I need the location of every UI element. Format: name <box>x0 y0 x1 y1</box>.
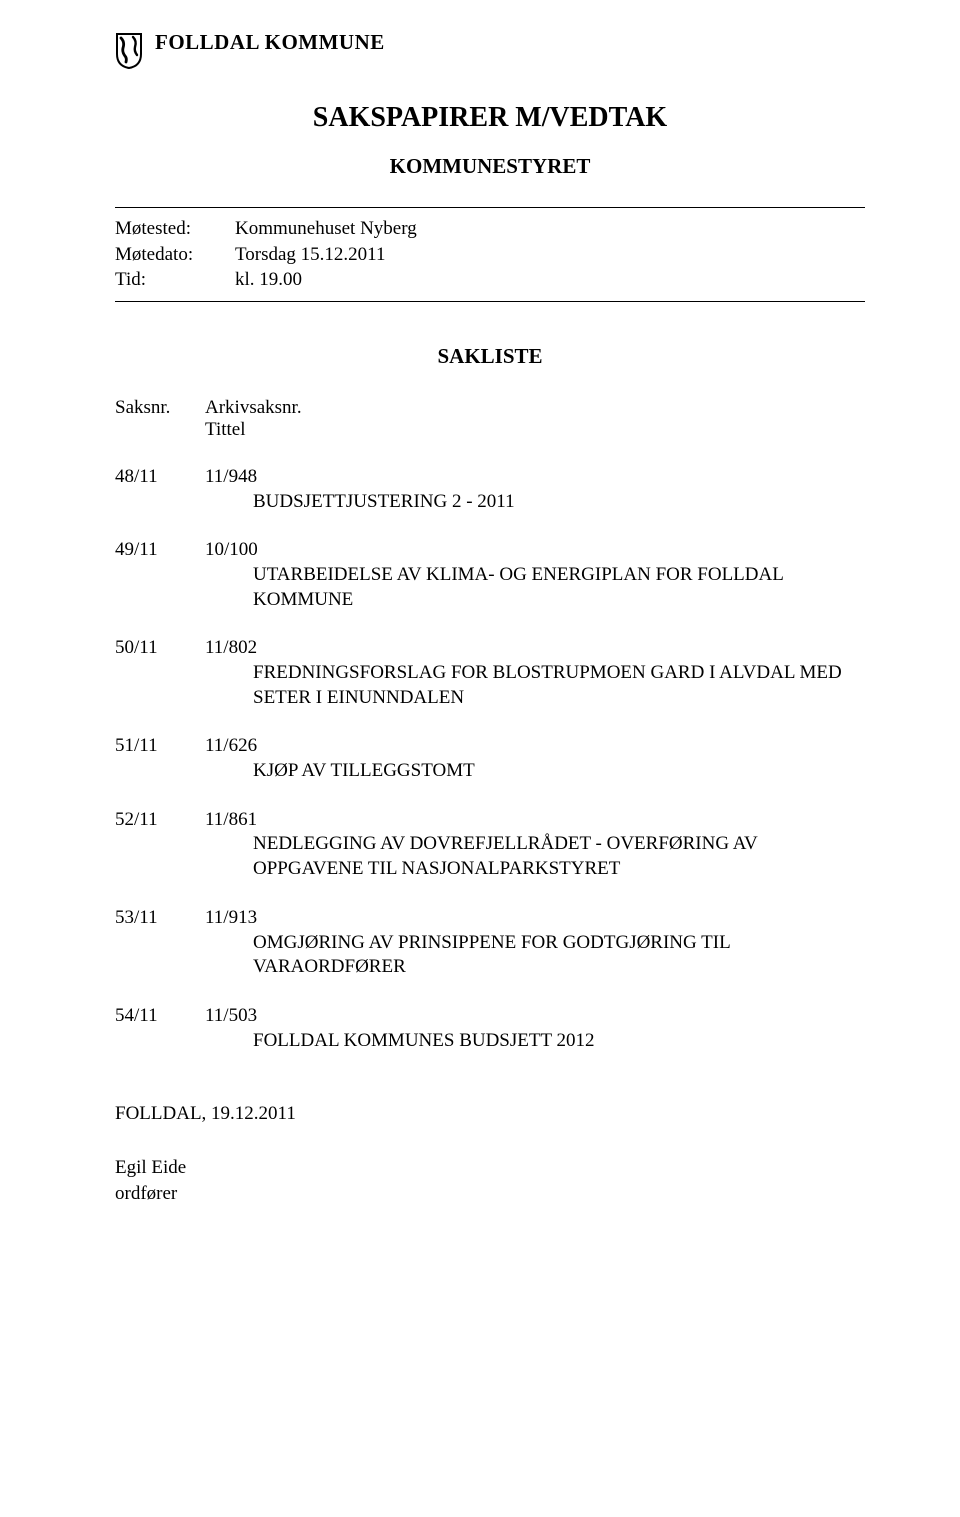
agenda-item-case-no: 51/11 <box>115 734 205 783</box>
meeting-date-row: Møtedato: Torsdag 15.12.2011 <box>115 242 865 268</box>
agenda-item-archive-no: 11/503 <box>205 1004 865 1029</box>
agenda-item-body: 11/802FREDNINGSFORSLAG FOR BLOSTRUPMOEN … <box>205 636 865 710</box>
meeting-time-row: Tid: kl. 19.00 <box>115 267 865 293</box>
organization-name: FOLLDAL KOMMUNE <box>155 30 385 55</box>
meeting-time-label: Tid: <box>115 267 235 293</box>
agenda-item-archive-no: 11/802 <box>205 636 865 661</box>
agenda-item-body: 10/100UTARBEIDELSE AV KLIMA- OG ENERGIPL… <box>205 538 865 612</box>
column-archive-title: Arkivsaksnr. Tittel <box>205 397 302 441</box>
agenda-item-case-no: 52/11 <box>115 808 205 882</box>
meeting-date-value: Torsdag 15.12.2011 <box>235 242 385 268</box>
agenda-item-archive-no: 11/861 <box>205 808 865 833</box>
agenda-item-body: 11/861NEDLEGGING AV DOVREFJELLRÅDET - OV… <box>205 808 865 882</box>
agenda-item: 54/1111/503FOLLDAL KOMMUNES BUDSJETT 201… <box>115 1004 865 1053</box>
agenda-item-title: BUDSJETTJUSTERING 2 - 2011 <box>205 490 865 515</box>
agenda-item-archive-no: 10/100 <box>205 538 865 563</box>
agenda-item: 53/1111/913OMGJØRING AV PRINSIPPENE FOR … <box>115 906 865 980</box>
meeting-time-value: kl. 19.00 <box>235 267 302 293</box>
agenda-heading: SAKLISTE <box>115 344 865 369</box>
document-title: SAKSPAPIRER M/VEDTAK <box>115 102 865 134</box>
document-footer: FOLLDAL, 19.12.2011 Egil Eide ordfører <box>115 1101 865 1206</box>
agenda-item-case-no: 50/11 <box>115 636 205 710</box>
agenda-item-title: UTARBEIDELSE AV KLIMA- OG ENERGIPLAN FOR… <box>205 563 865 612</box>
agenda-item-case-no: 53/11 <box>115 906 205 980</box>
document-header: FOLLDAL KOMMUNE <box>115 30 865 70</box>
column-headers: Saksnr. Arkivsaksnr. Tittel <box>115 397 865 441</box>
agenda-item-body: 11/503FOLLDAL KOMMUNES BUDSJETT 2012 <box>205 1004 865 1053</box>
signature-name: Egil Eide <box>115 1155 865 1181</box>
shield-icon <box>115 32 143 70</box>
agenda-item: 50/1111/802FREDNINGSFORSLAG FOR BLOSTRUP… <box>115 636 865 710</box>
agenda-item: 51/1111/626KJØP AV TILLEGGSTOMT <box>115 734 865 783</box>
meeting-place-row: Møtested: Kommunehuset Nyberg <box>115 216 865 242</box>
agenda-item-title: FOLLDAL KOMMUNES BUDSJETT 2012 <box>205 1029 865 1054</box>
agenda-item-archive-no: 11/626 <box>205 734 865 759</box>
document-subtitle: KOMMUNESTYRET <box>115 154 865 179</box>
agenda-item: 49/1110/100UTARBEIDELSE AV KLIMA- OG ENE… <box>115 538 865 612</box>
agenda-item-body: 11/626KJØP AV TILLEGGSTOMT <box>205 734 865 783</box>
agenda-item: 48/1111/948BUDSJETTJUSTERING 2 - 2011 <box>115 465 865 514</box>
agenda-item-case-no: 48/11 <box>115 465 205 514</box>
agenda-item-archive-no: 11/913 <box>205 906 865 931</box>
agenda-item-body: 11/948BUDSJETTJUSTERING 2 - 2011 <box>205 465 865 514</box>
meeting-date-label: Møtedato: <box>115 242 235 268</box>
agenda-item-title: OMGJØRING AV PRINSIPPENE FOR GODTGJØRING… <box>205 931 865 980</box>
agenda-item-case-no: 54/11 <box>115 1004 205 1053</box>
meeting-place-label: Møtested: <box>115 216 235 242</box>
signature-block: Egil Eide ordfører <box>115 1155 865 1206</box>
agenda-item-title: NEDLEGGING AV DOVREFJELLRÅDET - OVERFØRI… <box>205 832 865 881</box>
column-case-no: Saksnr. <box>115 397 205 441</box>
agenda-list: 48/1111/948BUDSJETTJUSTERING 2 - 201149/… <box>115 465 865 1053</box>
signature-role: ordfører <box>115 1181 865 1207</box>
agenda-item-title: KJØP AV TILLEGGSTOMT <box>205 759 865 784</box>
agenda-item-case-no: 49/11 <box>115 538 205 612</box>
agenda-item-archive-no: 11/948 <box>205 465 865 490</box>
agenda-item-title: FREDNINGSFORSLAG FOR BLOSTRUPMOEN GARD I… <box>205 661 865 710</box>
meeting-place-value: Kommunehuset Nyberg <box>235 216 417 242</box>
agenda-item-body: 11/913OMGJØRING AV PRINSIPPENE FOR GODTG… <box>205 906 865 980</box>
agenda-item: 52/1111/861NEDLEGGING AV DOVREFJELLRÅDET… <box>115 808 865 882</box>
footer-place-date: FOLLDAL, 19.12.2011 <box>115 1101 865 1127</box>
column-title: Tittel <box>205 419 302 441</box>
column-archive-no: Arkivsaksnr. <box>205 397 302 419</box>
meeting-info: Møtested: Kommunehuset Nyberg Møtedato: … <box>115 207 865 302</box>
